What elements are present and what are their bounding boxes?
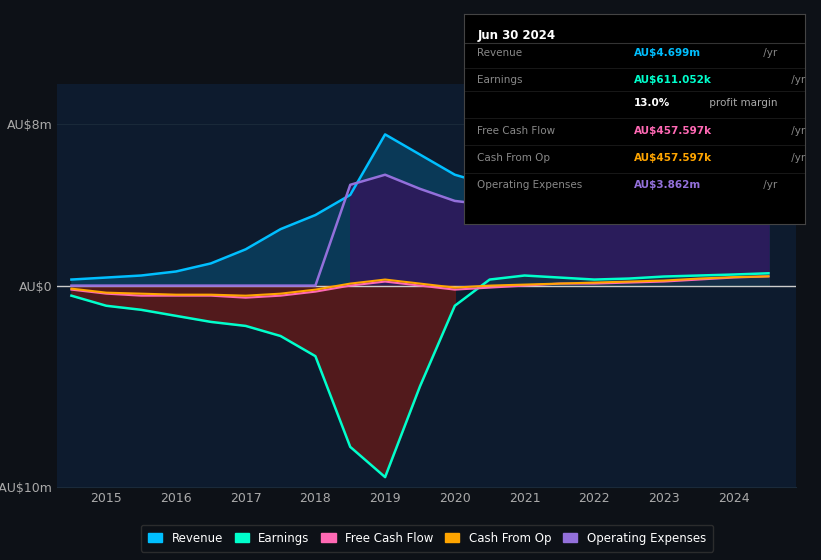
Text: /yr: /yr — [787, 153, 805, 163]
Text: AU$611.052k: AU$611.052k — [635, 75, 712, 85]
Text: Earnings: Earnings — [478, 75, 523, 85]
Text: AU$457.597k: AU$457.597k — [635, 125, 713, 136]
Text: Jun 30 2024: Jun 30 2024 — [478, 29, 556, 41]
Text: Revenue: Revenue — [478, 48, 523, 58]
Text: Cash From Op: Cash From Op — [478, 153, 551, 163]
Text: /yr: /yr — [787, 125, 805, 136]
Text: profit margin: profit margin — [706, 98, 777, 108]
Text: /yr: /yr — [760, 48, 777, 58]
Text: AU$3.862m: AU$3.862m — [635, 180, 701, 190]
Legend: Revenue, Earnings, Free Cash Flow, Cash From Op, Operating Expenses: Revenue, Earnings, Free Cash Flow, Cash … — [140, 525, 713, 552]
Text: Free Cash Flow: Free Cash Flow — [478, 125, 556, 136]
Text: 13.0%: 13.0% — [635, 98, 671, 108]
Text: AU$4.699m: AU$4.699m — [635, 48, 701, 58]
Text: /yr: /yr — [760, 180, 777, 190]
Text: Operating Expenses: Operating Expenses — [478, 180, 583, 190]
Text: /yr: /yr — [787, 75, 805, 85]
Text: AU$457.597k: AU$457.597k — [635, 153, 713, 163]
